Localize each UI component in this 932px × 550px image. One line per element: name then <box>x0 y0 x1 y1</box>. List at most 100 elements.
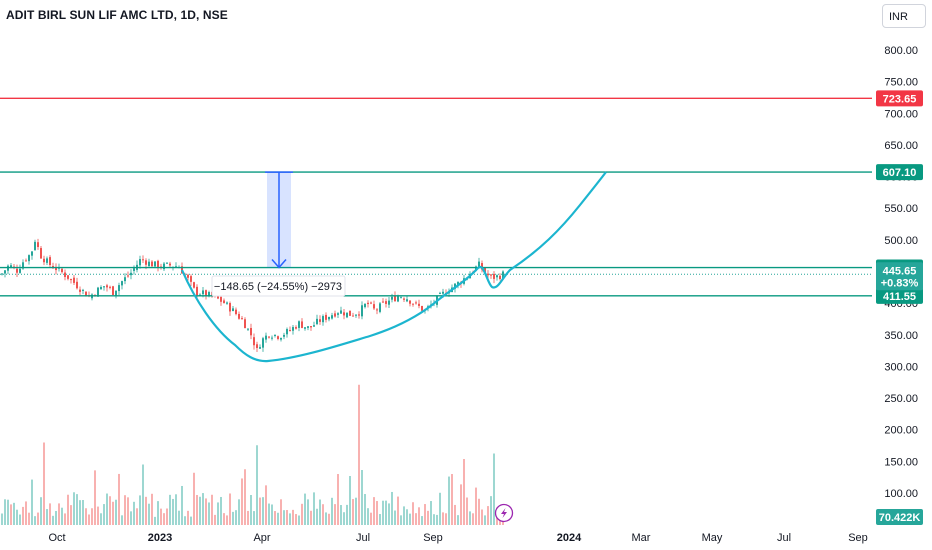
candle-body <box>103 286 105 288</box>
candle-body <box>400 297 402 299</box>
cup-and-handle-curve[interactable] <box>180 171 607 363</box>
volume-bar <box>319 499 321 525</box>
candle-body <box>280 337 282 340</box>
candle-body <box>319 319 321 322</box>
candle-body <box>115 290 117 296</box>
volume-bar <box>475 487 477 525</box>
volume-bar <box>331 497 333 525</box>
volume-bar <box>184 516 186 525</box>
candle-body <box>154 261 156 267</box>
volume-bar <box>427 510 429 525</box>
volume-bar <box>142 464 144 525</box>
candle-body <box>247 328 249 330</box>
last-price-tag-text: 445.65 <box>883 265 917 277</box>
candle-body <box>262 338 264 348</box>
volume-tag <box>876 509 923 525</box>
volume-bar <box>151 493 153 525</box>
candle-body <box>106 285 108 288</box>
candle-body <box>229 303 231 312</box>
time-tick-label: Apr <box>253 532 270 544</box>
volume-bar <box>478 498 480 525</box>
volume-bar <box>250 494 252 525</box>
candle-body <box>256 344 258 348</box>
volume-tag-text: 70.422K <box>879 512 921 524</box>
time-tick-label: May <box>702 532 723 544</box>
volume-bar <box>124 495 126 525</box>
candle-body <box>223 300 225 304</box>
volume-bar <box>235 510 237 525</box>
volume-bar <box>424 504 426 525</box>
candle-body <box>238 313 240 319</box>
candle-body <box>307 326 309 328</box>
price-range-measure[interactable]: −148.65 (−24.55%) −2973 <box>211 171 346 297</box>
volume-bar <box>16 509 18 525</box>
volume-bar <box>85 508 87 525</box>
volume-bar <box>13 502 15 525</box>
volume-bar <box>328 513 330 525</box>
volume-bar <box>265 485 267 525</box>
currency-button[interactable]: INR <box>882 4 926 28</box>
time-tick-label: Mar <box>632 532 651 544</box>
volume-bar <box>109 496 111 525</box>
candle-body <box>145 260 147 265</box>
volume-bar <box>403 506 405 525</box>
price-tick-label: 650.00 <box>884 140 918 152</box>
volume-bar <box>172 498 174 525</box>
candle-body <box>220 296 222 302</box>
volume-bar <box>364 494 366 525</box>
volume-bar <box>4 499 6 525</box>
volume-bar <box>379 514 381 525</box>
volume-bar <box>322 504 324 525</box>
volume-bar <box>442 512 444 525</box>
volume-bar <box>19 514 21 525</box>
candle-body <box>151 261 153 267</box>
volume-bar <box>214 514 216 525</box>
candle-body <box>322 316 324 323</box>
candle-body <box>493 273 495 279</box>
volume-bar <box>157 501 159 525</box>
volume-bar <box>190 516 192 525</box>
candle-body <box>367 302 369 305</box>
candle-body <box>205 290 207 297</box>
candle-body <box>148 261 150 267</box>
candle-body <box>373 304 375 309</box>
volume-bar <box>295 514 297 525</box>
candle-body <box>235 309 237 315</box>
candle-body <box>349 310 351 316</box>
candle-body <box>37 242 39 247</box>
candle-body <box>112 286 114 295</box>
candle-body <box>388 300 390 305</box>
volume-bar <box>268 503 270 525</box>
volume-bar <box>421 516 423 525</box>
volume-bar <box>451 474 453 525</box>
volume-bar <box>88 514 90 525</box>
candle-body <box>157 260 159 269</box>
volume-bar <box>316 508 318 525</box>
volume-bar <box>457 515 459 525</box>
volume-bar <box>154 516 156 525</box>
candle-body <box>79 289 81 292</box>
volume-bar <box>352 499 354 525</box>
time-tick-label: Sep <box>423 532 443 544</box>
candle-body <box>340 310 342 314</box>
candle-body <box>64 272 66 277</box>
target-price-tag-text: 607.10 <box>883 167 917 179</box>
volume-bar <box>37 512 39 525</box>
candle-body <box>67 275 69 279</box>
lightning-event-icon[interactable] <box>494 503 514 523</box>
volume-bar <box>256 445 258 525</box>
candle-body <box>139 259 141 266</box>
volume-bar <box>130 511 132 525</box>
volume-bar <box>55 510 57 525</box>
volume-bar <box>196 494 198 525</box>
volume-bar <box>412 502 414 525</box>
candle-body <box>355 314 357 316</box>
price-tick-label: 550.00 <box>884 203 918 215</box>
volume-bar <box>58 503 60 525</box>
volume-bar <box>310 510 312 525</box>
volume-bar <box>301 503 303 525</box>
time-axis[interactable]: Oct 2023 Apr Jul Sep 2024 Mar May Jul Sep <box>48 532 867 544</box>
volume-bar <box>493 453 495 525</box>
candle-body <box>358 314 360 316</box>
